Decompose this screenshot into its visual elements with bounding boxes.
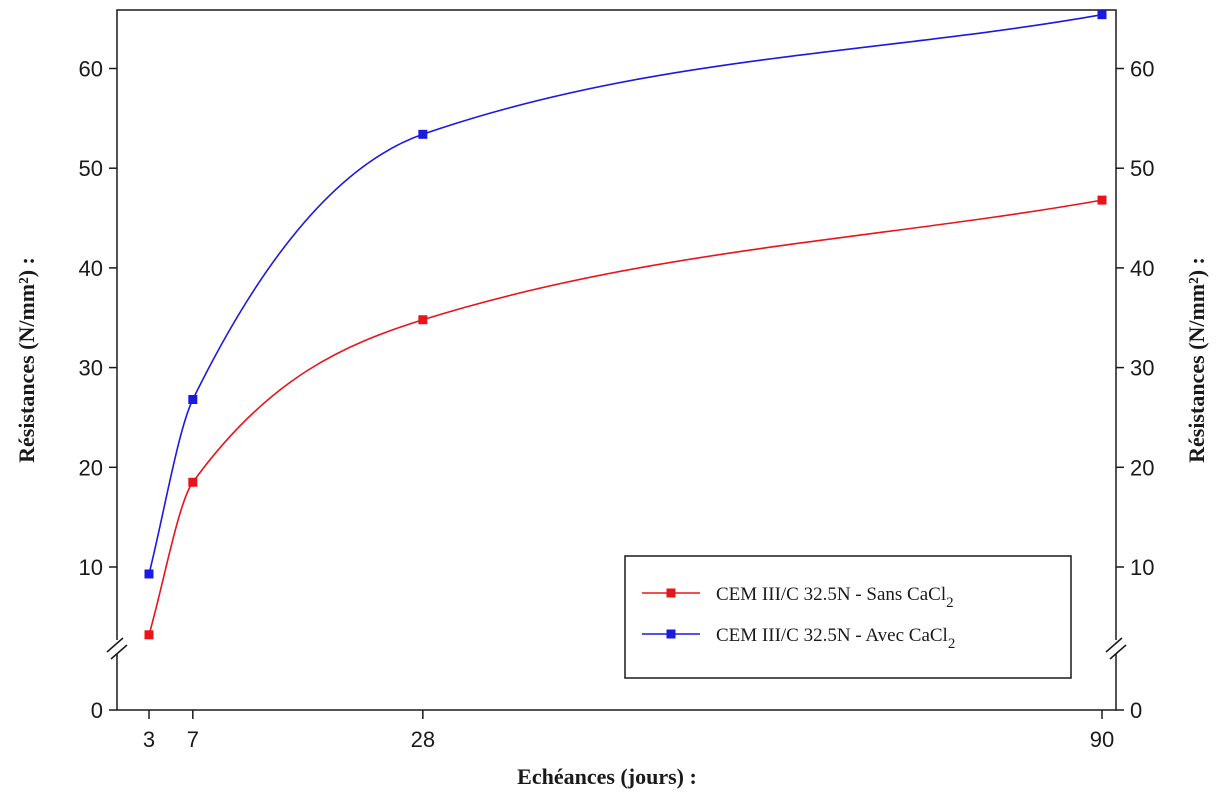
x-tick-label: 90 [1090, 727, 1114, 752]
y-break-gap-left [113, 640, 121, 654]
series-2-point [144, 569, 154, 579]
y-break-slash-right-2 [1109, 644, 1127, 660]
series-2-point [188, 395, 198, 405]
plot-frame [116, 9, 1117, 711]
y-break-slash-right-1 [1105, 637, 1123, 653]
y-axis-break [106, 637, 1127, 660]
series-1-point [188, 477, 198, 487]
series-2-point [418, 129, 428, 139]
y-tick-label-left: 60 [79, 57, 103, 82]
y-tick-label-right: 0 [1130, 698, 1142, 723]
legend-label-2: CEM III/C 32.5N - Avec CaCl2 [716, 625, 955, 652]
tick-labels: 0 0 10 10 20 20 30 30 40 40 50 50 60 60 3 7 28 90 [79, 57, 1155, 753]
y-break-slash-left-2 [110, 644, 128, 660]
series-1-point [144, 630, 154, 640]
series-markers [144, 10, 1107, 640]
y-tick-label-left: 0 [91, 698, 103, 723]
legend-marker-1 [666, 588, 676, 598]
y-tick-label-right: 10 [1130, 555, 1154, 580]
y-tick-label-right: 40 [1130, 256, 1154, 281]
x-tick-label: 28 [411, 727, 435, 752]
legend-marker-2 [666, 629, 676, 639]
series-line-1 [148, 199, 1103, 636]
series-1-point [418, 315, 428, 325]
y-tick-label-right: 20 [1130, 455, 1154, 480]
y-tick-label-left: 10 [79, 555, 103, 580]
legend: CEM III/C 32.5N - Sans CaCl2 CEM III/C 32… [624, 555, 1072, 679]
x-tick-label: 3 [143, 727, 155, 752]
tick-marks [109, 67, 1124, 719]
y-tick-label-right: 50 [1130, 156, 1154, 181]
y-break-gap-right [1112, 640, 1120, 654]
series-1-point [1097, 195, 1107, 205]
y-break-slash-left-1 [106, 637, 124, 653]
x-axis-label: Echéances (jours) : [517, 764, 697, 789]
y-axis-label: Résistances (N/mm²) : [14, 257, 39, 463]
y-tick-label-right: 30 [1130, 356, 1154, 381]
y-tick-label-left: 50 [79, 156, 103, 181]
series-2-point [1097, 10, 1107, 20]
y-tick-label-right: 60 [1130, 57, 1154, 82]
y-tick-label-left: 40 [79, 256, 103, 281]
y-axis-label-right: Résistances (N/mm²) : [1184, 257, 1209, 463]
series-line-2 [148, 13, 1103, 575]
legend-label-1: CEM III/C 32.5N - Sans CaCl2 [716, 584, 954, 611]
legend-box [624, 555, 1072, 679]
x-tick-label: 7 [187, 727, 199, 752]
series-lines [148, 13, 1103, 636]
y-tick-label-left: 20 [79, 455, 103, 480]
y-tick-label-left: 30 [79, 356, 103, 381]
plot-border [116, 9, 1117, 711]
